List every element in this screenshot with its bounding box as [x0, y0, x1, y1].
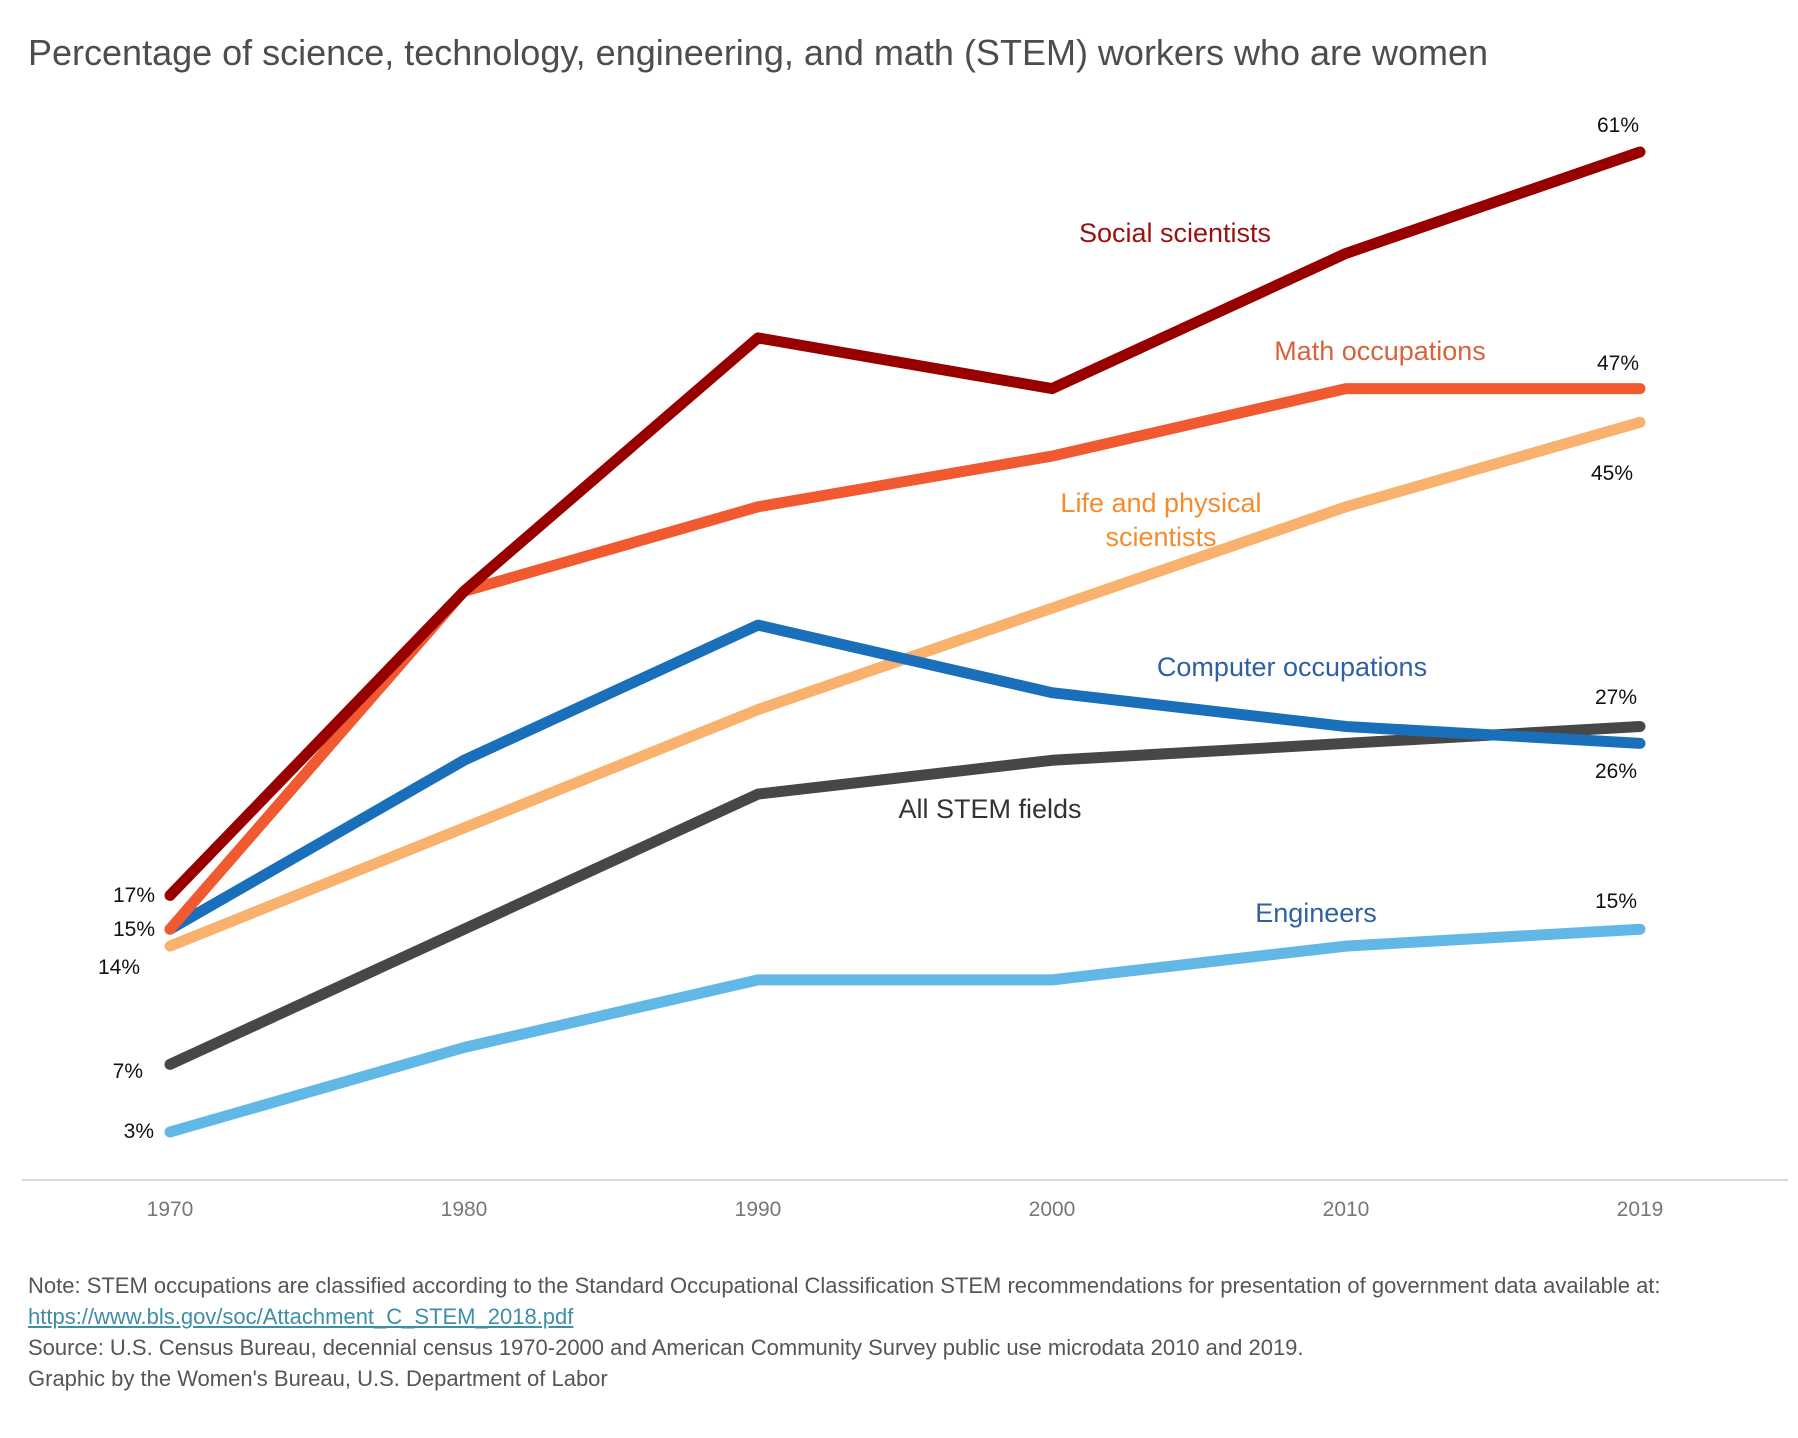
series-labels: Social scientists Math occupations Life an…: [898, 218, 1485, 928]
series-line-all-stem-fields: [164, 721, 1646, 1070]
series-line-engineers: [164, 923, 1646, 1138]
x-tick-label: 2000: [1029, 1198, 1076, 1221]
value-label-social-scientists-1970: 17%: [113, 884, 155, 907]
series-label-computer-occupations: Computer occupations: [1157, 652, 1427, 682]
x-axis-ticks: 1970 1980 1990 2000 2010 2019: [147, 1198, 1664, 1221]
value-label-all-stem-fields-2019: 27%: [1595, 686, 1637, 709]
value-labels: 17% 61% 47% 14% 45% 15% 26% 7% 27% 3% 15%: [98, 114, 1639, 1143]
chart-notes: Note: STEM occupations are classified ac…: [28, 1270, 1661, 1394]
x-tick-label: 1990: [735, 1198, 782, 1221]
value-label-all-stem-fields-1970: 7%: [113, 1060, 143, 1083]
series-label-life-and-physical-scientists: Life and physical scientists: [1060, 488, 1261, 552]
source-text: Source: U.S. Census Bureau, decennial ce…: [28, 1335, 1304, 1360]
series-line-social-scientists: [164, 146, 1646, 901]
series-line-computer-occupations: [164, 619, 1646, 935]
chart-title: Percentage of science, technology, engin…: [28, 32, 1489, 73]
value-label-computer-occupations-1970: 15%: [113, 918, 155, 941]
value-label-math-occupations-2019: 47%: [1597, 352, 1639, 375]
series-label-social-scientists: Social scientists: [1079, 218, 1271, 248]
line-chart: 1970 1980 1990 2000 2010 2019 Social scientis…: [22, 114, 1788, 1221]
value-label-engineers-2019: 15%: [1595, 890, 1637, 913]
x-tick-label: 1980: [441, 1198, 488, 1221]
source-link[interactable]: https://www.bls.gov/soc/Attachment_C_STE…: [28, 1304, 574, 1329]
value-label-social-scientists-2019: 61%: [1597, 114, 1639, 137]
x-tick-label: 1970: [147, 1198, 194, 1221]
series-lines: [164, 146, 1646, 1138]
x-tick-label: 2010: [1323, 1198, 1370, 1221]
credit-text: Graphic by the Women's Bureau, U.S. Depa…: [28, 1366, 608, 1391]
value-label-computer-occupations-2019: 26%: [1595, 760, 1637, 783]
value-label-life-and-physical-scientists-2019: 45%: [1591, 462, 1633, 485]
series-line-life-and-physical-scientists: [164, 416, 1646, 952]
series-label-engineers: Engineers: [1255, 898, 1377, 928]
note-text: Note: STEM occupations are classified ac…: [28, 1273, 1661, 1298]
series-label-all-stem-fields: All STEM fields: [898, 794, 1081, 824]
series-label-math-occupations: Math occupations: [1274, 336, 1486, 366]
value-label-engineers-1970: 3%: [124, 1120, 154, 1143]
value-label-life-and-physical-scientists-1970: 14%: [98, 956, 140, 979]
x-tick-label: 2019: [1617, 1198, 1664, 1221]
